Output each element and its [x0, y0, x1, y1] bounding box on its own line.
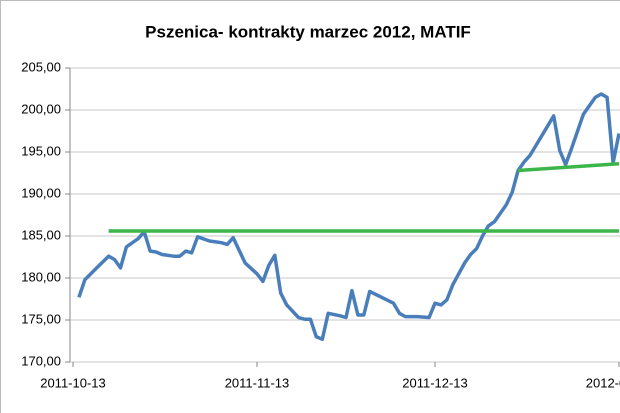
x-tick-label: 2011-11-13	[225, 375, 290, 390]
data-line	[517, 162, 620, 173]
chart-title: Pszenica- kontrakty marzec 2012, MATIF	[145, 22, 471, 41]
y-tick-label: 195,00	[21, 143, 61, 158]
y-tick-label: 170,00	[21, 353, 61, 368]
x-tick-label: 2011-10-13	[40, 375, 106, 390]
data-line	[77, 92, 620, 342]
y-tick-label: 205,00	[21, 59, 61, 74]
y-tick-label: 180,00	[21, 269, 61, 284]
y-tick-label: 200,00	[21, 101, 61, 116]
y-tick-label: 175,00	[21, 311, 61, 326]
x-tick-label: 2011-12-13	[402, 375, 468, 390]
x-tick-label: 2012-01-13	[586, 375, 620, 390]
y-tick-label: 185,00	[21, 227, 61, 242]
y-tick-label: 190,00	[21, 185, 61, 200]
